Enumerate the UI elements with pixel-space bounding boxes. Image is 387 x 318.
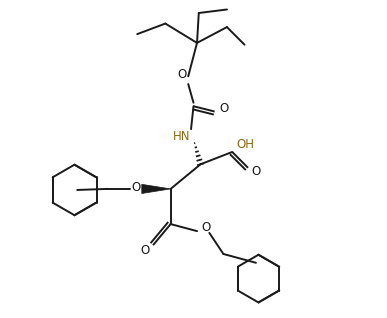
Text: O: O bbox=[220, 102, 229, 115]
Text: HN: HN bbox=[173, 130, 191, 143]
Text: O: O bbox=[132, 181, 141, 194]
Text: O: O bbox=[251, 165, 260, 178]
Text: O: O bbox=[201, 221, 211, 234]
Text: OH: OH bbox=[236, 138, 255, 151]
Text: O: O bbox=[141, 244, 150, 257]
Text: O: O bbox=[177, 68, 187, 81]
Polygon shape bbox=[142, 184, 171, 193]
